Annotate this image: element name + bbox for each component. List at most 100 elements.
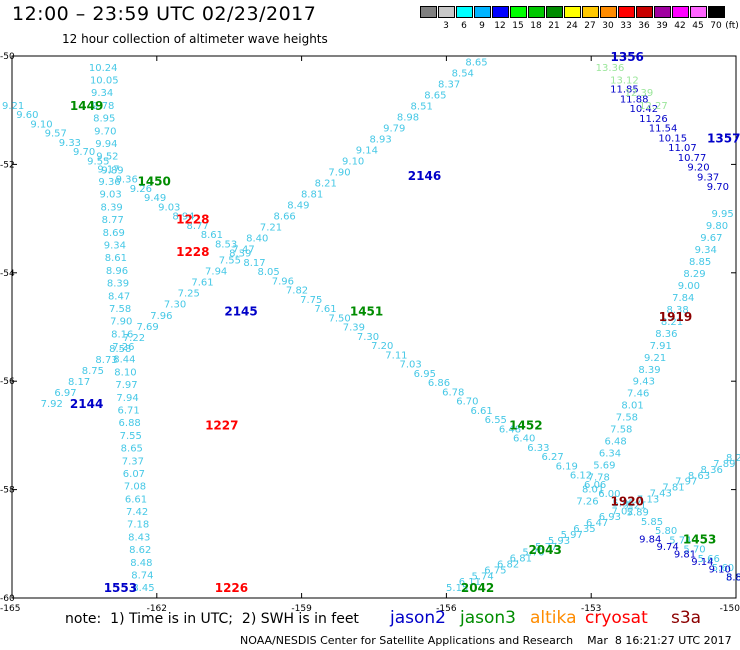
pass-time-label: 1450	[137, 175, 170, 189]
colorbar-label: 33	[620, 21, 632, 31]
swh-value: 7.02	[611, 506, 633, 517]
swh-value: 7.75	[300, 295, 322, 306]
swh-value: 8.69	[103, 228, 125, 239]
mission-s3a: s3a	[671, 608, 702, 628]
swh-value: 9.81	[674, 550, 696, 561]
swh-value: 11.85	[610, 85, 639, 96]
swh-value: 5.93	[548, 536, 570, 547]
pass-labels: 1449 1450 1228 1228 2146 2145 1451 2144 1227 1452…	[70, 50, 740, 595]
swh-value: 7.61	[191, 278, 213, 289]
swh-value: 7.39	[343, 323, 365, 334]
swh-value: 6.06	[584, 480, 606, 491]
swh-value: 10.77	[678, 153, 707, 164]
pass-time-label: 1452	[509, 419, 542, 433]
swh-value: 9.17	[97, 164, 119, 175]
swh-value: 7.55	[219, 256, 241, 267]
swh-value: 7.58	[610, 425, 632, 436]
swh-value: 7.22	[123, 333, 145, 344]
pass-time-label: 1920	[611, 494, 644, 508]
swh-value: 7.18	[127, 520, 149, 531]
swh-value: 8.98	[397, 112, 419, 123]
swh-value: 8.43	[128, 532, 150, 543]
lon-tick-label: -165	[0, 604, 20, 614]
swh-value: 9.78	[92, 101, 114, 112]
swh-value: 6.97	[54, 388, 76, 399]
swh-value: 9.95	[712, 209, 734, 220]
swh-value: 6.81	[510, 554, 532, 565]
mission-jason2: jason2	[390, 608, 446, 628]
swh-value: 8.53	[215, 239, 237, 250]
swh-value: 8.05	[258, 267, 280, 278]
swh-value: 6.70	[456, 397, 478, 408]
lon-tick-label: -162	[147, 604, 167, 614]
swh-value: 8.10	[114, 367, 136, 378]
lon-tick-label: -153	[581, 604, 601, 614]
swh-value: 9.20	[687, 163, 709, 174]
swh-value: 9.36	[116, 175, 138, 186]
swh-value: 8.17	[68, 377, 90, 388]
swh-value: 5.97	[561, 530, 583, 541]
swh-value: 7.50	[329, 313, 351, 324]
swh-value: 7.03	[399, 360, 421, 371]
colorbar-swatch	[636, 6, 653, 18]
pass-time-label: 1357	[707, 131, 740, 145]
swh-value: 9.14	[356, 146, 378, 157]
pass-time-label: 1356	[611, 50, 644, 64]
swh-value: 6.48	[605, 437, 627, 448]
swh-value: 8.45	[132, 583, 154, 594]
colorbar-swatch	[492, 6, 509, 18]
swh-value: 12.27	[639, 101, 668, 112]
swh-value: 6.47	[586, 518, 608, 529]
swh-value: 8.40	[246, 234, 268, 245]
swh-value: 5.74	[669, 535, 691, 546]
colorbar-swatch	[456, 6, 473, 18]
colorbar-swatch	[582, 6, 599, 18]
swh-value: 5.69	[593, 461, 615, 472]
swh-value: 12.39	[625, 88, 654, 99]
pass-time-label: 1449	[70, 99, 103, 113]
swh-value: 6.61	[125, 494, 147, 505]
colorbar-swatch	[474, 6, 491, 18]
lat-tick-label: -56	[0, 377, 15, 387]
colorbar-label: 6	[461, 21, 467, 31]
swh-value: 5.15	[446, 583, 468, 594]
lon-tick-label: -156	[436, 604, 457, 614]
swh-value: 9.34	[91, 88, 113, 99]
colorbar-label: 39	[656, 21, 668, 31]
swh-value: 7.21	[260, 223, 282, 234]
swh-value: 9.57	[45, 129, 67, 140]
swh-value: 7.69	[137, 322, 159, 333]
swh-value: 9.21	[644, 353, 666, 364]
swh-value: 8.49	[287, 201, 309, 212]
swh-value: 8.74	[131, 570, 153, 581]
swh-value: 6.75	[484, 565, 506, 576]
colorbar-label: 42	[674, 21, 686, 31]
swh-value: 7.81	[662, 483, 684, 494]
swh-value: 7.94	[116, 393, 138, 404]
swh-value: 5.80	[655, 526, 677, 537]
swh-value: 7.47	[232, 245, 254, 256]
map-title: 12:00 – 23:59 UTC 02/23/2017	[12, 3, 317, 25]
colorbar-label: 18	[530, 21, 542, 31]
swh-value: 7.92	[41, 399, 63, 410]
swh-value: 8.22	[726, 453, 740, 464]
swh-value: 8.39	[107, 279, 129, 290]
swh-value: 9.49	[144, 193, 166, 204]
swh-value: 9.84	[639, 534, 661, 545]
colorbar-label: 24	[566, 21, 578, 31]
swh-value: 5.85	[641, 517, 663, 528]
swh-value: 7.25	[178, 289, 200, 300]
pass-time-label: 2043	[528, 543, 561, 557]
swh-value: 6.40	[513, 434, 535, 445]
swh-value: 8.82	[726, 572, 740, 583]
swh-value: 9.67	[700, 233, 722, 244]
colorbar-swatch	[420, 6, 437, 18]
swh-value: 6.33	[527, 443, 549, 454]
swh-value: 7.43	[650, 489, 672, 500]
swh-value: 9.52	[96, 152, 118, 163]
swh-value: 8.65	[465, 57, 487, 68]
swh-value: 8.17	[243, 258, 265, 269]
swh-value: 8.01	[582, 484, 604, 495]
lat-tick-label: -52	[0, 160, 15, 170]
